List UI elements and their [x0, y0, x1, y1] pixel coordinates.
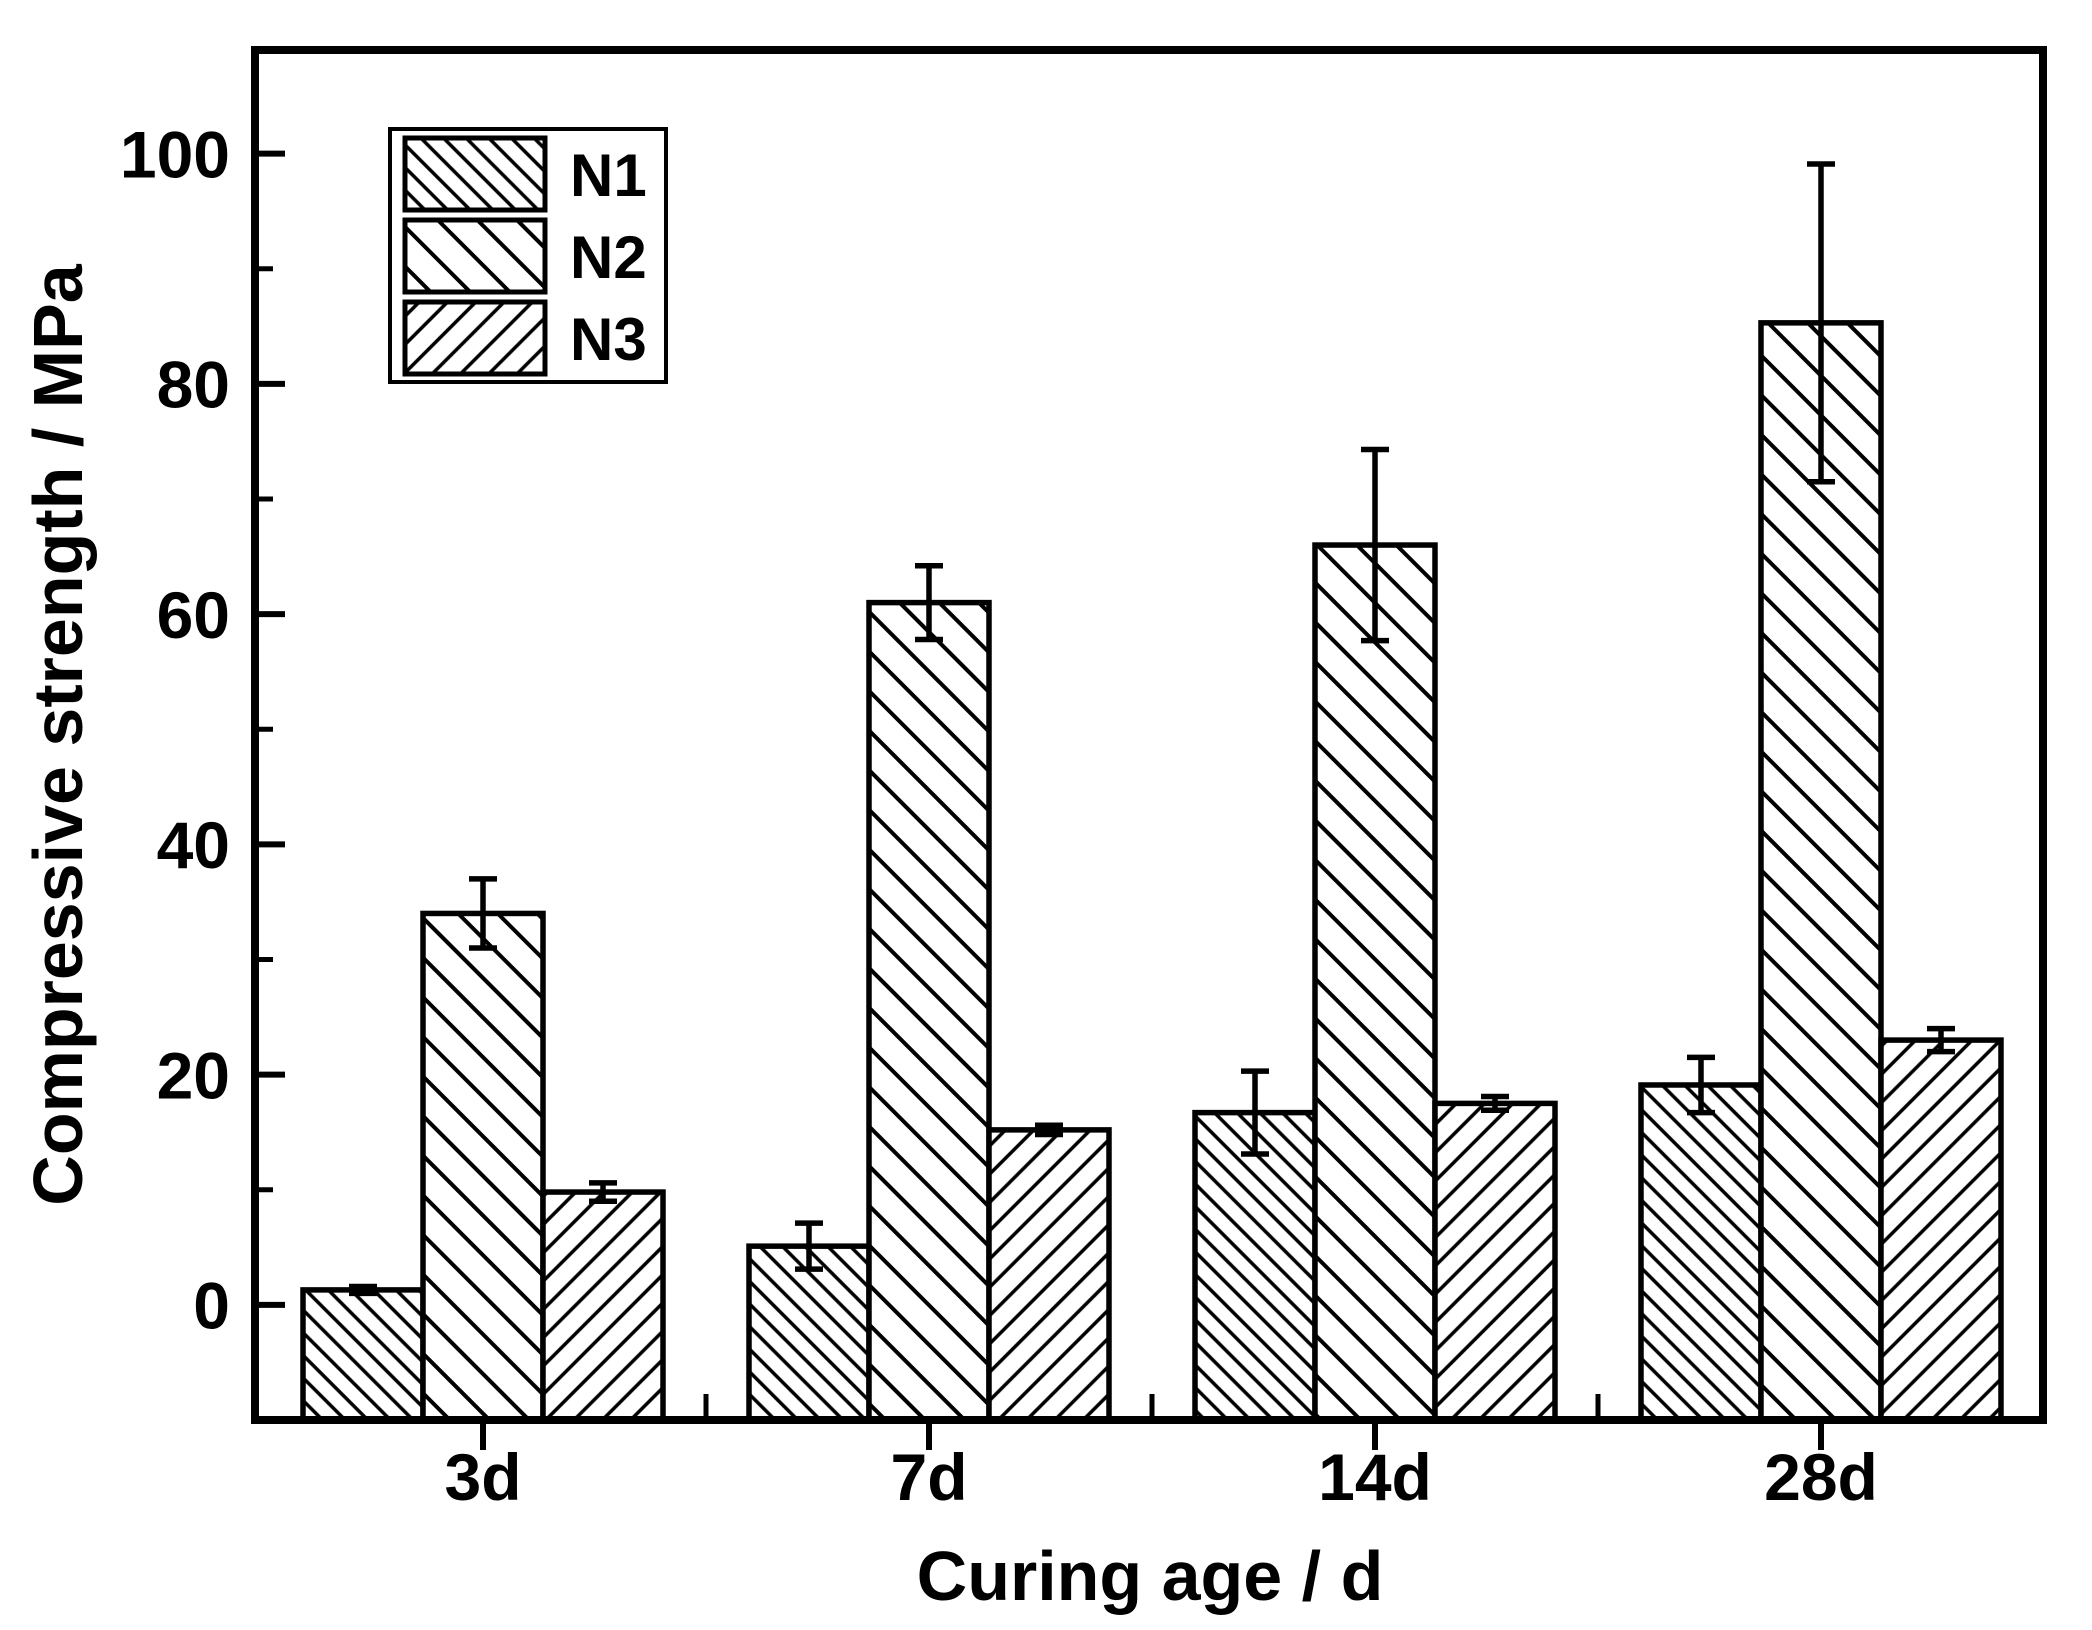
y-tick-label: 0 [193, 1269, 230, 1343]
bar-N3-14d [1432, 1100, 1558, 1423]
bar-N1-3d [300, 1287, 426, 1423]
x-tick-label: 3d [444, 1440, 521, 1514]
legend-label-n2: N2 [570, 224, 647, 291]
bar-N2-3d [420, 910, 546, 1423]
legend-swatch-n2-icon [402, 217, 548, 295]
x-tick-label: 7d [890, 1440, 967, 1514]
bar-N2-7d [866, 599, 992, 1423]
y-tick-label: 60 [157, 578, 230, 652]
x-axis-title: Curing age / d [917, 1537, 1384, 1615]
legend-swatch-n3-icon [402, 299, 548, 377]
legend-swatch-n1-icon [402, 135, 548, 213]
bar-N3-28d [1878, 1037, 2004, 1423]
y-tick-label: 20 [157, 1038, 230, 1112]
legend-label-n1: N1 [570, 142, 647, 209]
bar-N2-28d [1758, 320, 1884, 1423]
bar-N3-7d [986, 1127, 1112, 1423]
bar-N1-14d [1192, 1109, 1318, 1423]
legend: N1 N2 N3 [388, 127, 668, 384]
y-tick-label: 80 [157, 348, 230, 422]
x-tick-label: 14d [1318, 1440, 1432, 1514]
y-tick-label: 40 [157, 808, 230, 882]
y-tick-label: 100 [120, 117, 230, 191]
plot-layer: 0 20 40 60 80 100 3d 7d 14d 28d [120, 117, 2004, 1514]
plot-frame [251, 46, 2047, 1424]
x-tick-label: 28d [1764, 1440, 1878, 1514]
bar-N2-14d [1312, 542, 1438, 1423]
y-axis-title: Compressive strength / MPa [19, 263, 97, 1205]
bar-N1-7d [746, 1243, 872, 1423]
legend-label-n3: N3 [570, 306, 647, 373]
bar-N3-3d [540, 1189, 666, 1423]
bar-N1-28d [1638, 1082, 1764, 1423]
